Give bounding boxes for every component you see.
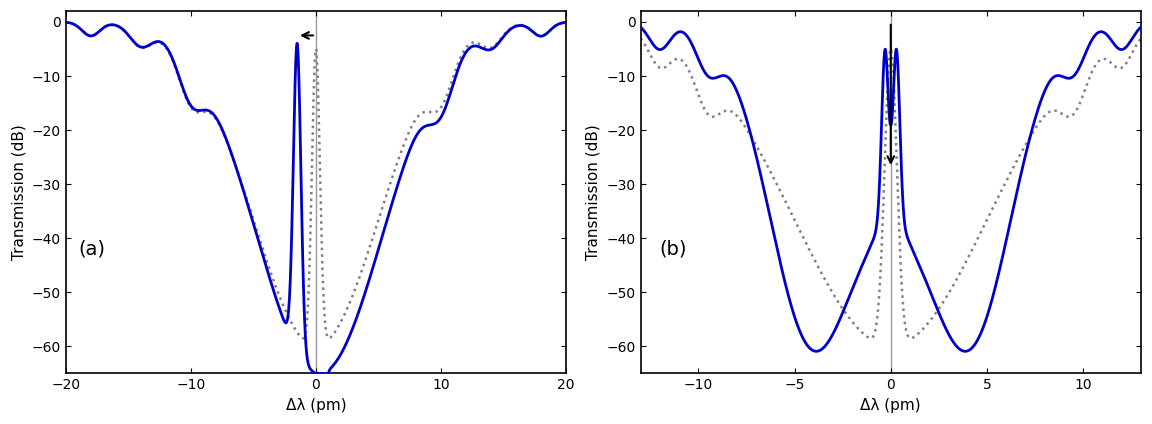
Text: (a): (a) [78, 240, 105, 259]
Text: (b): (b) [660, 240, 688, 259]
X-axis label: Δλ (pm): Δλ (pm) [286, 398, 347, 413]
Y-axis label: Transmission (dB): Transmission (dB) [586, 124, 601, 260]
Y-axis label: Transmission (dB): Transmission (dB) [12, 124, 26, 260]
X-axis label: Δλ (pm): Δλ (pm) [861, 398, 922, 413]
